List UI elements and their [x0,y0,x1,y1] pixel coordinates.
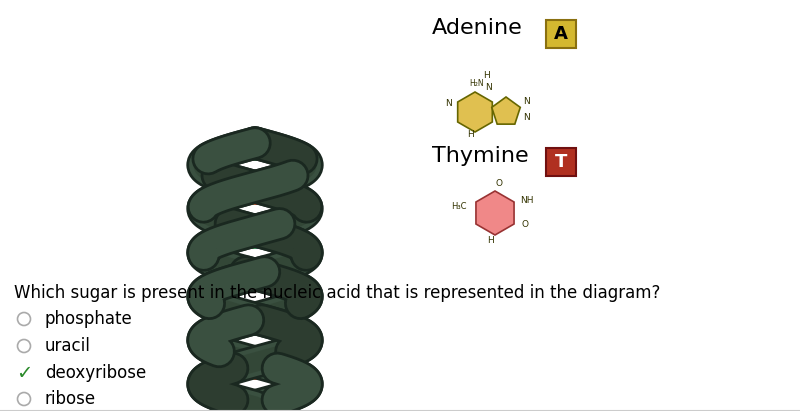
Text: N: N [446,99,452,108]
Text: Which sugar is present in the nucleic acid that is represented in the diagram?: Which sugar is present in the nucleic ac… [14,284,660,302]
Text: H: H [488,236,494,245]
Text: O: O [495,179,502,188]
Text: deoxyribose: deoxyribose [45,364,146,382]
Text: N: N [523,97,530,106]
Text: T: T [555,153,567,171]
Text: Adenine: Adenine [432,18,522,38]
FancyBboxPatch shape [546,148,576,176]
Text: NH: NH [520,196,534,205]
Text: uracil: uracil [45,337,91,355]
Polygon shape [458,92,492,132]
Text: ✓: ✓ [16,363,32,383]
Text: O: O [522,220,529,229]
Polygon shape [492,97,520,124]
Text: N: N [485,83,492,92]
Text: ribose: ribose [45,390,96,408]
Polygon shape [476,191,514,235]
Text: H₃C: H₃C [451,202,466,211]
FancyBboxPatch shape [546,20,576,48]
Text: N: N [523,113,530,122]
Text: H₂N: H₂N [470,79,484,88]
Text: Thymine: Thymine [432,146,529,166]
Text: phosphate: phosphate [45,310,133,328]
Text: A: A [554,25,568,43]
Text: H: H [466,130,474,139]
Text: H: H [484,71,490,80]
